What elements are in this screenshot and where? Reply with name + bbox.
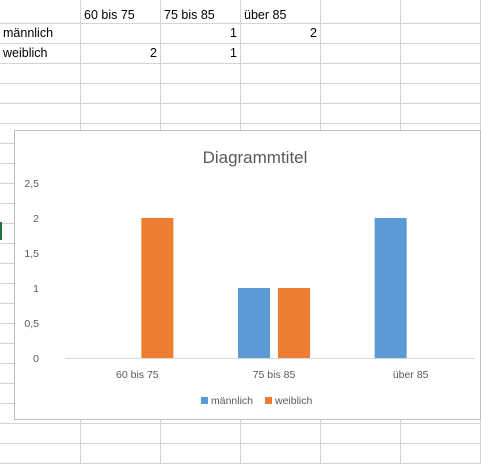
cell-f1[interactable] bbox=[401, 0, 481, 24]
legend-label: männlich bbox=[211, 395, 253, 407]
y-axis: 0 0,5 1 1,5 2 2,5 bbox=[24, 178, 475, 365]
x-tick-label: über 85 bbox=[393, 369, 429, 381]
cell-c2[interactable]: 1 bbox=[161, 24, 241, 44]
cell-f2[interactable] bbox=[401, 24, 481, 44]
cell-e1[interactable] bbox=[321, 0, 401, 24]
y-tick-label: 2,5 bbox=[24, 178, 39, 190]
y-tick-label: 0 bbox=[33, 353, 39, 365]
cell-r5-c2[interactable] bbox=[81, 84, 161, 104]
chart-object[interactable]: Diagrammtitel 0 0,5 1 1,5 2 2,5 60 bis 75 75 b… bbox=[14, 130, 481, 420]
cell-r23-c5[interactable] bbox=[321, 444, 401, 464]
cell-a2[interactable]: männlich bbox=[0, 24, 81, 44]
x-tick-label: 75 bis 85 bbox=[253, 369, 296, 381]
y-tick-label: 1,5 bbox=[24, 248, 39, 260]
cell-b3[interactable]: 2 bbox=[81, 44, 161, 64]
cell-a3[interactable]: weiblich bbox=[0, 44, 81, 64]
cell-r5-c6[interactable] bbox=[401, 84, 481, 104]
cell-e3[interactable] bbox=[321, 44, 401, 64]
cell-r4-c6[interactable] bbox=[401, 64, 481, 84]
cell-r4-c1[interactable] bbox=[0, 64, 81, 84]
y-tick-label: 1 bbox=[33, 283, 39, 295]
cell-r4-c5[interactable] bbox=[321, 64, 401, 84]
cell-r5-c1[interactable] bbox=[0, 84, 81, 104]
bar-maennlich-2[interactable] bbox=[238, 288, 270, 358]
cell-r4-c4[interactable] bbox=[241, 64, 321, 84]
cell-r5-c3[interactable] bbox=[161, 84, 241, 104]
cell-r4-c2[interactable] bbox=[81, 64, 161, 84]
cell-r23-c4[interactable] bbox=[241, 444, 321, 464]
bar-chart[interactable]: Diagrammtitel 0 0,5 1 1,5 2 2,5 60 bis 75 75 b… bbox=[15, 131, 480, 419]
cell-b1[interactable]: 60 bis 75 bbox=[81, 0, 161, 24]
cell-c1[interactable]: 75 bis 85 bbox=[161, 0, 241, 24]
y-tick-label: 2 bbox=[33, 213, 39, 225]
cell-r23-c1[interactable] bbox=[0, 444, 81, 464]
cell-f3[interactable] bbox=[401, 44, 481, 64]
legend-swatch bbox=[265, 397, 272, 404]
y-tick-label: 0,5 bbox=[24, 318, 39, 330]
cell-r6-c2[interactable] bbox=[81, 104, 161, 124]
cell-r22-c2[interactable] bbox=[81, 424, 161, 444]
cell-r22-c1[interactable] bbox=[0, 424, 81, 444]
cell-b2[interactable] bbox=[81, 24, 161, 44]
cell-r22-c5[interactable] bbox=[321, 424, 401, 444]
cell-r6-c4[interactable] bbox=[241, 104, 321, 124]
bar-maennlich-3[interactable] bbox=[374, 218, 407, 358]
legend-swatch bbox=[201, 397, 208, 404]
cell-r23-c6[interactable] bbox=[401, 444, 481, 464]
active-cell-marker bbox=[0, 222, 2, 240]
legend-label: weiblich bbox=[274, 395, 313, 407]
cell-d3[interactable] bbox=[241, 44, 321, 64]
cell-r23-c2[interactable] bbox=[81, 444, 161, 464]
cell-d2[interactable]: 2 bbox=[241, 24, 321, 44]
cell-d1[interactable]: über 85 bbox=[241, 0, 321, 24]
cell-r23-c3[interactable] bbox=[161, 444, 241, 464]
cell-r5-c5[interactable] bbox=[321, 84, 401, 104]
bars-group bbox=[141, 218, 407, 358]
cell-r22-c6[interactable] bbox=[401, 424, 481, 444]
cell-r6-c6[interactable] bbox=[401, 104, 481, 124]
cell-r22-c4[interactable] bbox=[241, 424, 321, 444]
cell-r22-c3[interactable] bbox=[161, 424, 241, 444]
chart-title[interactable]: Diagrammtitel bbox=[203, 148, 308, 167]
cell-r6-c5[interactable] bbox=[321, 104, 401, 124]
cell-e2[interactable] bbox=[321, 24, 401, 44]
cell-r6-c1[interactable] bbox=[0, 104, 81, 124]
cell-c3[interactable]: 1 bbox=[161, 44, 241, 64]
cell-r6-c3[interactable] bbox=[161, 104, 241, 124]
x-tick-label: 60 bis 75 bbox=[116, 369, 159, 381]
cell-r5-c4[interactable] bbox=[241, 84, 321, 104]
x-axis: 60 bis 75 75 bis 85 über 85 bbox=[116, 369, 429, 381]
bar-weiblich-2[interactable] bbox=[278, 288, 310, 358]
cell-r4-c3[interactable] bbox=[161, 64, 241, 84]
legend[interactable]: männlich weiblich bbox=[201, 395, 313, 407]
bar-weiblich-1[interactable] bbox=[141, 218, 174, 358]
cell-a1[interactable] bbox=[0, 0, 81, 24]
